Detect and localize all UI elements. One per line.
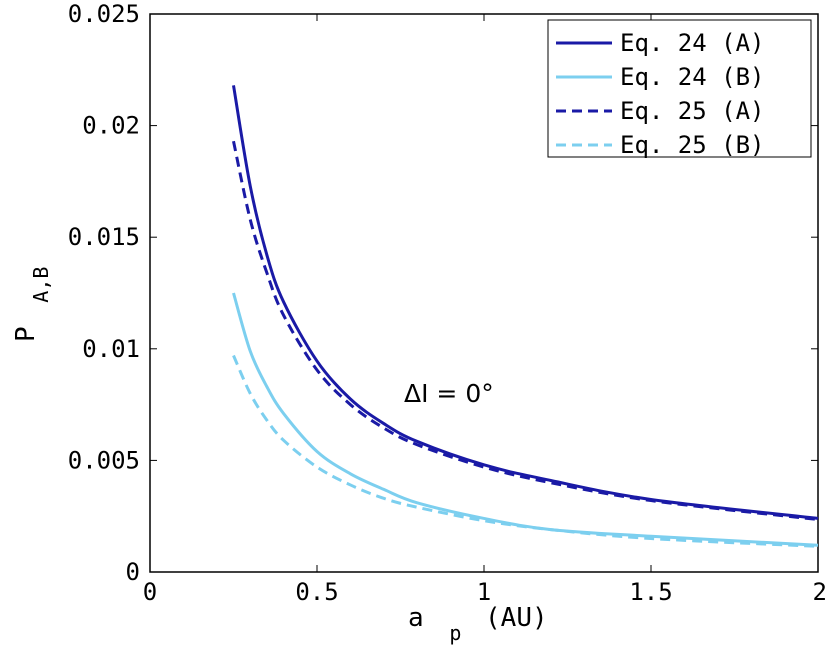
x-tick-label: 0	[143, 578, 157, 606]
annotation-delta-i: ΔI = 0°	[404, 379, 494, 408]
series-lines	[232, 85, 819, 548]
tick-labels: 0 0.5 1 1.5 2 0 0.005 0.01 0.015 0.02 0.025	[68, 0, 827, 606]
legend-label: Eq. 24 (B)	[620, 63, 765, 91]
x-axis-label-rest: (AU)	[485, 603, 548, 633]
x-axis-label-sub: p	[449, 621, 461, 645]
x-tick-label: 0.5	[295, 578, 338, 606]
legend-label: Eq. 25 (A)	[620, 97, 765, 125]
y-axis-label-main: P	[11, 326, 41, 342]
y-tick-label: 0.015	[68, 223, 140, 251]
y-tick-label: 0.01	[82, 335, 140, 363]
series-line-4	[232, 354, 819, 548]
y-axis-label: P A,B	[11, 267, 53, 342]
axis-ticks	[149, 13, 819, 573]
x-tick-label: 1.5	[629, 578, 672, 606]
x-tick-label: 1	[477, 578, 491, 606]
y-tick-label: 0	[126, 558, 140, 586]
series-line-3	[232, 140, 819, 522]
legend-items: Eq. 24 (A) Eq. 24 (B) Eq. 25 (A) Eq. 25 (B)	[556, 29, 765, 159]
legend-label: Eq. 25 (B)	[620, 131, 765, 159]
y-tick-label: 0.02	[82, 112, 140, 140]
x-axis-label-main: a	[408, 603, 424, 633]
x-tick-label: 2	[813, 578, 827, 606]
y-tick-label: 0.025	[68, 0, 140, 28]
legend-label: Eq. 24 (A)	[620, 29, 765, 57]
series-line-2	[232, 292, 819, 547]
legend: Eq. 24 (A) Eq. 24 (B) Eq. 25 (A) Eq. 25 (B)	[547, 19, 812, 159]
series-line-1	[232, 85, 819, 520]
x-axis-label: a p (AU)	[408, 603, 548, 647]
y-tick-label: 0.005	[68, 446, 140, 474]
y-axis-label-sub: A,B	[29, 267, 53, 303]
